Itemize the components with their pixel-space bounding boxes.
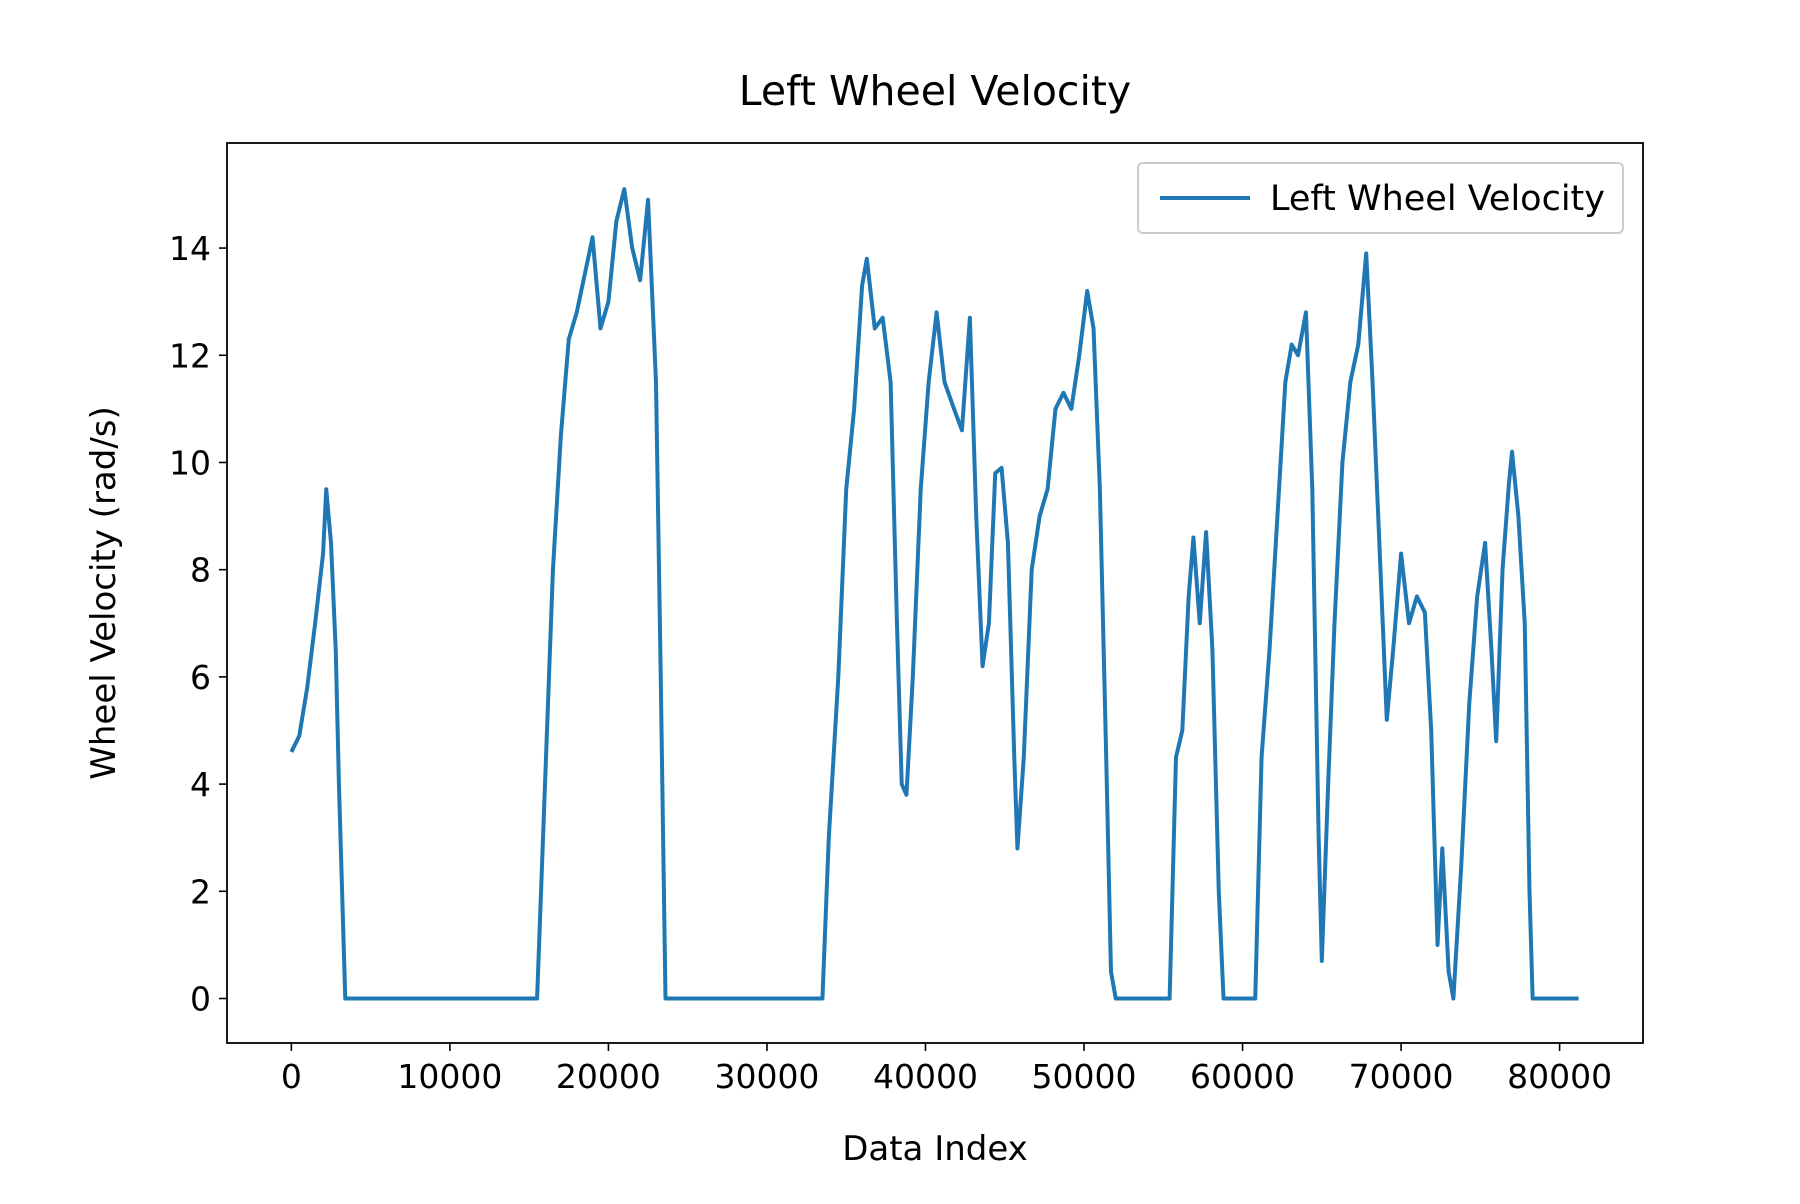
legend-box (1137, 162, 1624, 234)
y-tick-label: 6 (190, 658, 211, 697)
x-tick-label: 40000 (873, 1057, 978, 1096)
x-tick-label: 30000 (714, 1057, 819, 1096)
x-tick-label: 0 (281, 1057, 302, 1096)
y-tick-label: 12 (169, 336, 211, 375)
y-tick-label: 14 (169, 229, 211, 268)
chart-title: Left Wheel Velocity (739, 67, 1131, 115)
x-tick-label: 50000 (1032, 1057, 1137, 1096)
x-tick-label: 20000 (556, 1057, 661, 1096)
x-tick-label: 80000 (1507, 1057, 1612, 1096)
y-tick-label: 10 (169, 443, 211, 482)
y-tick-label: 0 (190, 980, 211, 1019)
legend-label: Left Wheel Velocity (1270, 179, 1605, 219)
plot-frame (226, 142, 1644, 1044)
x-axis-label: Data Index (842, 1129, 1028, 1169)
x-tick-label: 60000 (1190, 1057, 1295, 1096)
data-line (289, 187, 1579, 1001)
y-tick-label: 2 (190, 872, 211, 911)
x-tick-label: 10000 (397, 1057, 502, 1096)
y-tick-label: 8 (190, 551, 211, 590)
y-axis-label: Wheel Velocity (rad/s) (84, 406, 124, 780)
legend: Left Wheel Velocity (1137, 162, 1624, 234)
y-tick-label: 4 (190, 765, 211, 804)
x-tick-label: 70000 (1349, 1057, 1454, 1096)
